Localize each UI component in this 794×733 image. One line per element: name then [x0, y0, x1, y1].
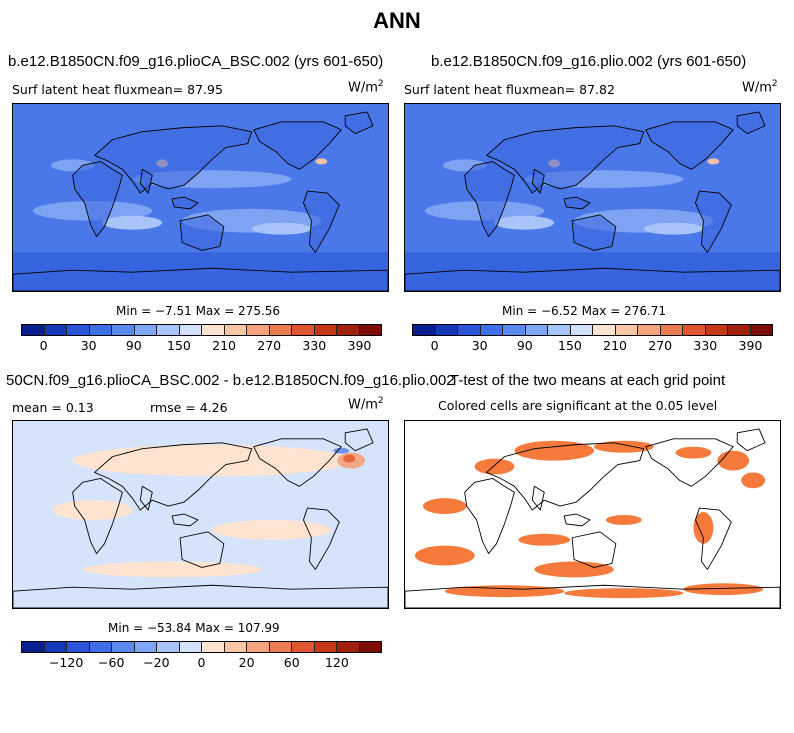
panel-subtitle-top-left: Surf latent heat fluxmean= 87.95 [12, 82, 223, 97]
colorbar-swatch [224, 325, 247, 335]
colorbar-swatch [337, 325, 360, 335]
colorbar-swatch [202, 642, 225, 652]
colorbar-swatch [269, 642, 292, 652]
colorbar-tick-label: 0 [430, 338, 439, 353]
colorbar-tick-label: 30 [471, 338, 488, 353]
colorbar-tick-label: 30 [80, 338, 97, 353]
colorbar-swatch [359, 642, 381, 652]
colorbar-swatch [22, 325, 45, 335]
minmax-top-right: Min = −6.52 Max = 276.71 [502, 304, 667, 318]
colorbar-swatch [570, 325, 593, 335]
colorbar-swatch [134, 325, 157, 335]
colorbar-swatch [480, 325, 503, 335]
colorbar-swatch [44, 325, 67, 335]
colorbar-swatch [413, 325, 436, 335]
colorbar-swatch [292, 642, 315, 652]
colorbar-tick-label: −20 [143, 655, 170, 670]
colorbar-swatch [683, 325, 706, 335]
map-canvas [13, 421, 388, 608]
colorbar-swatch [89, 642, 112, 652]
map-plio [404, 103, 781, 292]
map-plioCA [12, 103, 389, 292]
colorbar-swatch [435, 325, 458, 335]
colorbar-swatch [660, 325, 683, 335]
minmax-bottom-left: Min = −53.84 Max = 107.99 [108, 621, 280, 635]
colorbar-swatch [67, 325, 90, 335]
colorbar-top-left [21, 324, 382, 336]
colorbar-swatch [202, 325, 225, 335]
colorbar-swatch [179, 325, 202, 335]
colorbar-tick-label: −120 [48, 655, 84, 670]
colorbar-top-right [412, 324, 773, 336]
colorbar-tick-label: 60 [283, 655, 300, 670]
colorbar-tick-label: 330 [693, 338, 718, 353]
colorbar-tick-label: 270 [257, 338, 282, 353]
units-label-top-left: W/m2 [348, 79, 384, 96]
colorbar-tick-label: 270 [648, 338, 673, 353]
colorbar-tick-label: 210 [212, 338, 236, 353]
colorbar-swatch [728, 325, 751, 335]
colorbar-tick-label: 90 [125, 338, 142, 353]
units-label-bottom-left: W/m2 [348, 396, 384, 413]
colorbar-swatch [359, 325, 381, 335]
colorbar-swatch [292, 325, 315, 335]
map-difference [12, 420, 389, 609]
panel-title-top-right: b.e12.B1850CN.f09_g16.plio.002 (yrs 601-… [431, 53, 747, 70]
colorbar-tick-label: 390 [738, 338, 763, 353]
colorbar-tick-label: 390 [347, 338, 372, 353]
colorbar-swatch [134, 642, 157, 652]
colorbar-swatch [247, 642, 270, 652]
colorbar-swatch [157, 325, 180, 335]
colorbar-swatch [44, 642, 67, 652]
colorbar-swatch [247, 325, 270, 335]
panel-subtitle-bottom-right: Colored cells are significant at the 0.0… [438, 398, 718, 413]
panel-title-bottom-right: T-test of the two means at each grid poi… [450, 372, 726, 389]
colorbar-tick-label: 210 [603, 338, 627, 353]
colorbar-swatch [638, 325, 661, 335]
colorbar-swatch [67, 642, 90, 652]
colorbar-tick-label: 90 [516, 338, 533, 353]
colorbar-swatch [314, 642, 337, 652]
mean-label: mean = 0.13 [12, 400, 94, 415]
colorbar-swatch [337, 642, 360, 652]
panel-title-bottom-left: 50CN.f09_g16.plioCA_BSC.002 - b.e12.B185… [6, 372, 455, 389]
colorbar-swatch [503, 325, 526, 335]
colorbar-swatch [112, 642, 135, 652]
map-canvas [13, 104, 388, 291]
units-label-top-right: W/m2 [742, 79, 778, 96]
panel-title-top-left: b.e12.B1850CN.f09_g16.plioCA_BSC.002 (yr… [8, 53, 384, 70]
colorbar-swatch [157, 642, 180, 652]
colorbar-tick-label: 0 [39, 338, 48, 353]
colorbar-swatch [615, 325, 638, 335]
colorbar-tick-label: −60 [98, 655, 125, 670]
map-canvas [405, 421, 780, 608]
colorbar-swatch [750, 325, 772, 335]
colorbar-swatch [548, 325, 571, 335]
map-canvas [405, 104, 780, 291]
panel-subtitle-top-right: Surf latent heat fluxmean= 87.82 [404, 82, 615, 97]
colorbar-swatch [269, 325, 292, 335]
colorbar-tick-label: 0 [197, 655, 206, 670]
minmax-top-left: Min = −7.51 Max = 275.56 [116, 304, 281, 318]
colorbar-tick-label: 150 [167, 338, 191, 353]
colorbar-swatch [22, 642, 45, 652]
colorbar-tick-label: 20 [238, 655, 255, 670]
colorbar-swatch [458, 325, 481, 335]
colorbar-swatch [112, 325, 135, 335]
colorbar-tick-label: 120 [324, 655, 349, 670]
colorbar-swatch [593, 325, 616, 335]
rmse-label: rmse = 4.26 [150, 400, 228, 415]
colorbar-swatch [525, 325, 548, 335]
colorbar-bottom-left [21, 641, 382, 653]
colorbar-swatch [314, 325, 337, 335]
colorbar-swatch [89, 325, 112, 335]
colorbar-swatch [224, 642, 247, 652]
map-ttest [404, 420, 781, 609]
colorbar-swatch [705, 325, 728, 335]
colorbar-swatch [179, 642, 202, 652]
main-title: ANN [373, 8, 421, 33]
colorbar-tick-label: 330 [302, 338, 327, 353]
colorbar-tick-label: 150 [558, 338, 582, 353]
